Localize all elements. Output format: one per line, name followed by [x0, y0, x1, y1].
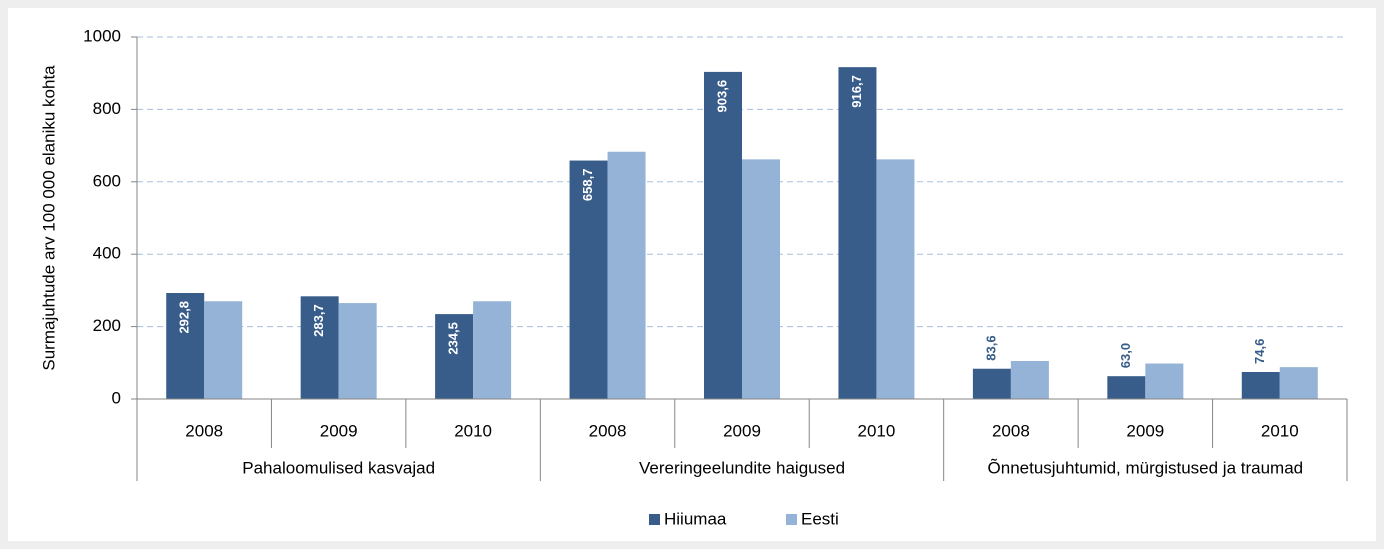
value-label: 234,5 [446, 322, 461, 355]
x-tick-label: 2009 [1126, 421, 1164, 440]
bar [1010, 360, 1049, 399]
y-tick-label: 200 [93, 316, 121, 335]
bar [1107, 376, 1146, 399]
y-tick-label: 0 [112, 388, 121, 407]
value-label: 658,7 [580, 169, 595, 202]
x-tick-label: 2010 [858, 421, 896, 440]
x-tick-label: 2010 [1261, 421, 1299, 440]
group-label: Õnnetusjuhtumid, mürgistused ja traumad [988, 458, 1304, 477]
y-axis-label: Surmajuhtude arv 100 000 elaniku kohta [39, 65, 58, 371]
value-label: 63,0 [1118, 343, 1133, 368]
bar [704, 71, 742, 400]
bar [435, 314, 474, 399]
bar [838, 67, 877, 399]
chart-background [8, 8, 1376, 541]
value-label: 74,6 [1252, 339, 1267, 364]
x-tick-label: 2008 [589, 421, 627, 440]
bar [876, 159, 915, 399]
bar [166, 293, 205, 399]
x-tick-label: 2008 [992, 421, 1030, 440]
legend-swatch [786, 514, 797, 525]
value-label: 916,7 [849, 75, 864, 108]
bar [1145, 363, 1184, 399]
bar [1241, 371, 1280, 399]
y-tick-label: 600 [93, 171, 121, 190]
value-label: 83,6 [983, 335, 998, 360]
bar [300, 296, 339, 399]
bar [742, 159, 780, 399]
legend-swatch [649, 514, 660, 525]
x-tick-label: 2010 [454, 421, 492, 440]
bar [569, 160, 608, 399]
legend-label: Eesti [801, 509, 839, 528]
x-tick-label: 2008 [185, 421, 223, 440]
bar [607, 151, 646, 399]
value-label: 903,6 [714, 80, 729, 113]
bar [473, 301, 512, 399]
y-tick-label: 800 [93, 99, 121, 118]
bar [972, 368, 1011, 399]
bar [1279, 367, 1318, 399]
bar [338, 303, 377, 399]
x-tick-label: 2009 [320, 421, 358, 440]
x-tick-label: 2009 [723, 421, 761, 440]
y-tick-label: 400 [93, 244, 121, 263]
legend-label: Hiiumaa [664, 509, 727, 528]
bar [204, 301, 243, 399]
group-label: Vereringeelundite haigused [639, 458, 845, 477]
group-label: Pahaloomulised kasvajad [242, 458, 435, 477]
value-label: 283,7 [311, 304, 326, 337]
value-label: 292,8 [177, 301, 192, 334]
y-tick-label: 1000 [83, 26, 121, 45]
